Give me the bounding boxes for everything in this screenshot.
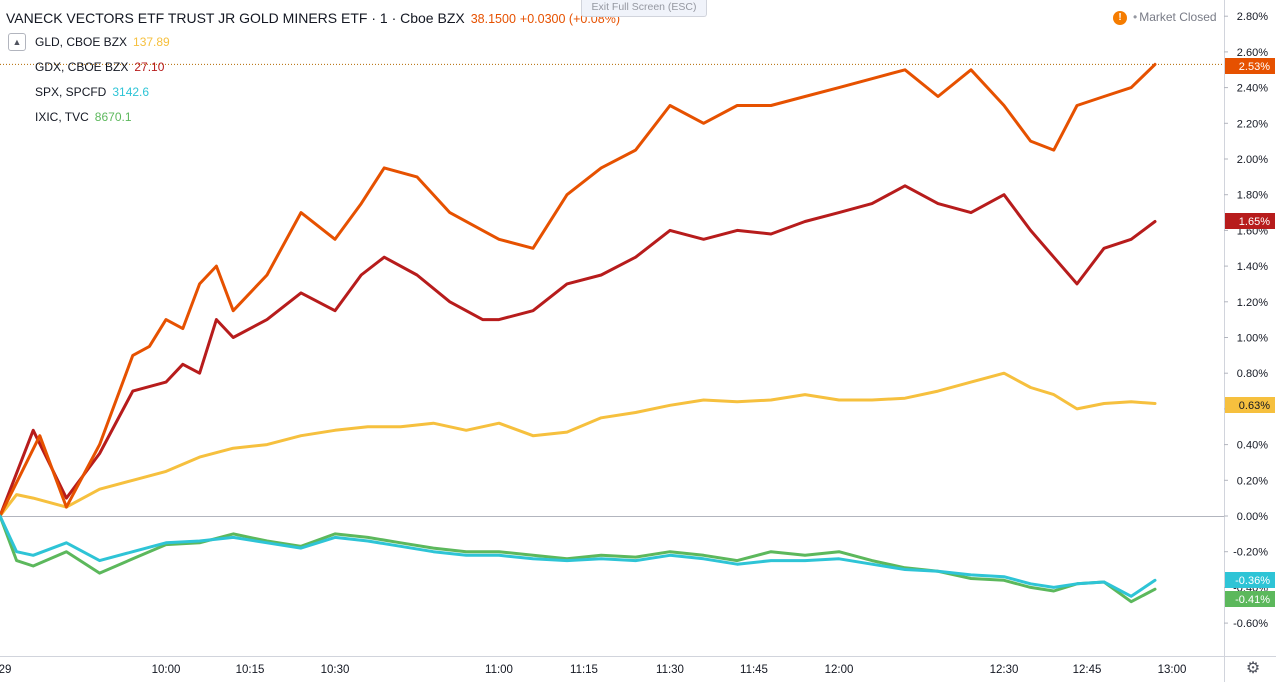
legend-label-gdx: GDX, CBOE BZX xyxy=(35,60,129,74)
status-dot-icon: • xyxy=(1133,10,1138,24)
y-tick-label: 1.20% xyxy=(1237,297,1268,309)
series-line-gdx xyxy=(0,184,1157,518)
market-status[interactable]: ! • Market Closed xyxy=(1113,10,1217,25)
legend-label-ixic: IXIC, TVC xyxy=(35,110,89,124)
legend: GLD, CBOE BZX 137.89 GDX, CBOE BZX 27.10 S… xyxy=(35,34,170,134)
y-tick-label: 2.20% xyxy=(1237,118,1268,130)
collapse-legend-button[interactable]: ▲ xyxy=(8,33,26,51)
last-value-label: -0.41% xyxy=(1235,594,1270,606)
y-tick-label: 0.00% xyxy=(1237,511,1268,523)
legend-item-gld[interactable]: GLD, CBOE BZX 137.89 xyxy=(35,34,170,59)
legend-value-spx: 3142.6 xyxy=(112,85,150,99)
x-tick-label: 10:15 xyxy=(236,664,265,676)
legend-label-spx: SPX, SPCFD xyxy=(35,85,107,99)
last-value-badge xyxy=(1225,58,1275,74)
x-tick-label: 12:45 xyxy=(1073,664,1102,676)
legend-item-spx[interactable]: SPX, SPCFD 3142.6 xyxy=(35,84,170,109)
y-tick-label: 2.40% xyxy=(1237,83,1268,95)
market-status-label: Market Closed xyxy=(1139,10,1217,24)
x-tick-label: 29 xyxy=(0,664,11,676)
y-tick-label: 2.60% xyxy=(1237,47,1268,59)
legend-value-gld: 137.89 xyxy=(133,35,170,49)
series-layer xyxy=(0,62,1157,604)
x-tick-label: 11:30 xyxy=(656,664,684,676)
last-value-label: 0.63% xyxy=(1239,400,1270,412)
x-tick-label: 12:30 xyxy=(990,664,1019,676)
gear-icon[interactable]: ⚙ xyxy=(1245,660,1261,677)
series-line-ixic xyxy=(0,514,1157,604)
last-value-badge xyxy=(1225,397,1275,413)
legend-value-ixic: 8670.1 xyxy=(94,110,132,124)
series-line-main xyxy=(0,62,1157,518)
y-tick-label: 0.20% xyxy=(1237,475,1268,487)
legend-item-gdx[interactable]: GDX, CBOE BZX 27.10 xyxy=(35,59,170,84)
symbol-name: VANECK VECTORS ETF TRUST JR GOLD MINERS … xyxy=(6,10,465,26)
chart-title: VANECK VECTORS ETF TRUST JR GOLD MINERS … xyxy=(6,10,620,26)
series-line-spx xyxy=(0,514,1157,598)
y-tick-label: -0.20% xyxy=(1233,547,1268,559)
y-tick-label: -0.60% xyxy=(1233,618,1268,630)
y-tick-label: 1.40% xyxy=(1237,261,1268,273)
legend-value-gdx: 27.10 xyxy=(134,60,165,74)
series-line-gld xyxy=(0,371,1157,518)
last-value-badge xyxy=(1225,591,1275,607)
x-tick-label: 13:00 xyxy=(1158,664,1187,676)
last-value-badge xyxy=(1225,213,1275,229)
grid-layer xyxy=(0,63,1224,517)
x-tick-label: 11:15 xyxy=(570,664,598,676)
x-tick-label: 10:30 xyxy=(321,664,350,676)
legend-label-gld: GLD, CBOE BZX xyxy=(35,35,128,49)
last-price: 38.1500 xyxy=(470,12,516,26)
y-tick-label: 1.80% xyxy=(1237,190,1268,202)
exit-fullscreen-button[interactable]: Exit Full Screen (ESC) xyxy=(581,0,707,17)
legend-item-ixic[interactable]: IXIC, TVC 8670.1 xyxy=(35,109,170,134)
warning-icon: ! xyxy=(1113,10,1127,25)
x-tick-label: 11:45 xyxy=(740,664,768,676)
y-tick-label: 2.00% xyxy=(1237,154,1268,166)
x-tick-label: 11:00 xyxy=(485,664,513,676)
last-value-label: 2.53% xyxy=(1239,61,1270,73)
last-value-label: 1.65% xyxy=(1239,216,1270,228)
last-value-label: -0.36% xyxy=(1235,575,1270,587)
y-tick-label: 2.80% xyxy=(1237,11,1268,23)
y-tick-label: 0.80% xyxy=(1237,368,1268,380)
last-value-badge xyxy=(1225,572,1275,588)
x-tick-label: 10:00 xyxy=(152,664,181,676)
x-tick-label: 12:00 xyxy=(825,664,854,676)
y-tick-label: 1.00% xyxy=(1237,333,1268,345)
y-tick-label: 0.40% xyxy=(1237,440,1268,452)
